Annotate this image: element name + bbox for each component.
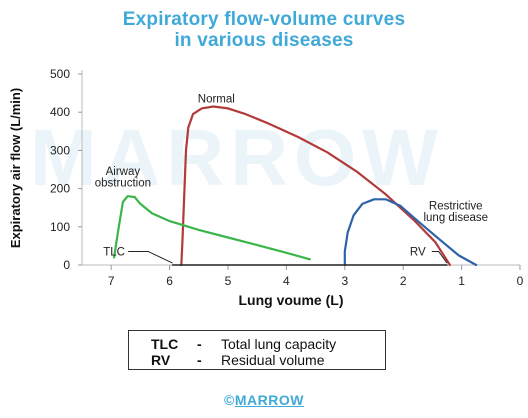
brand-name: MARROW xyxy=(234,392,304,408)
annotation-pointer xyxy=(431,250,448,264)
y-axis-label: Expiratory air flow (L/min) xyxy=(8,88,23,248)
x-tick-label: 5 xyxy=(225,274,232,288)
x-tick-label: 1 xyxy=(458,274,465,288)
x-tick-label: 3 xyxy=(341,274,348,288)
x-axis-ticks: 7 6 5 4 3 2 1 0 xyxy=(108,265,524,288)
annotation-label: Normal xyxy=(198,94,235,106)
annotation-label: lung disease xyxy=(423,212,488,224)
x-tick-label: 0 xyxy=(517,274,524,288)
y-tick-label: 100 xyxy=(50,220,70,234)
x-tick-label: 6 xyxy=(166,274,173,288)
legend-box: TLC - Total lung capacity RV - Residual … xyxy=(128,330,386,370)
annotation-label: TLC xyxy=(103,246,125,258)
series-lines xyxy=(112,105,478,267)
y-tick-label: 300 xyxy=(50,143,70,157)
annotation-label: RV xyxy=(410,246,426,258)
legend-dash: - xyxy=(197,336,202,352)
legend-abbr: TLC xyxy=(151,336,179,352)
brand-footer: ©MARROW xyxy=(0,392,528,408)
x-tick-label: 2 xyxy=(400,274,407,288)
y-tick-label: 400 xyxy=(50,105,70,119)
airway-obstruction-curve xyxy=(112,195,311,261)
legend-abbr: RV xyxy=(151,352,171,368)
y-axis-ticks: 0 100 200 300 400 500 xyxy=(50,67,82,272)
chart-title-line-1: Expiratory flow-volume curves xyxy=(122,9,406,30)
chart-title-line-2: in various diseases xyxy=(174,30,354,51)
annotation-pointer xyxy=(128,250,173,264)
x-tick-label: 4 xyxy=(283,274,290,288)
x-axis-label: Lung voume (L) xyxy=(239,292,344,308)
restrictive-lung-disease-curve xyxy=(343,198,478,267)
legend-desc: Residual volume xyxy=(221,352,325,368)
axes xyxy=(81,70,520,266)
annotation-label: obstruction xyxy=(95,178,151,190)
copyright-symbol: © xyxy=(224,392,235,408)
y-tick-label: 500 xyxy=(50,67,70,81)
legend-dash: - xyxy=(197,352,202,368)
annotation-label: Airway xyxy=(106,166,141,178)
y-tick-label: 0 xyxy=(63,258,70,272)
annotation-label: Restrictive xyxy=(429,201,483,213)
x-tick-label: 7 xyxy=(108,274,115,288)
legend-desc: Total lung capacity xyxy=(221,336,337,352)
watermark: MARROW xyxy=(30,113,444,202)
normal-curve xyxy=(180,105,451,267)
y-tick-label: 200 xyxy=(50,182,70,196)
